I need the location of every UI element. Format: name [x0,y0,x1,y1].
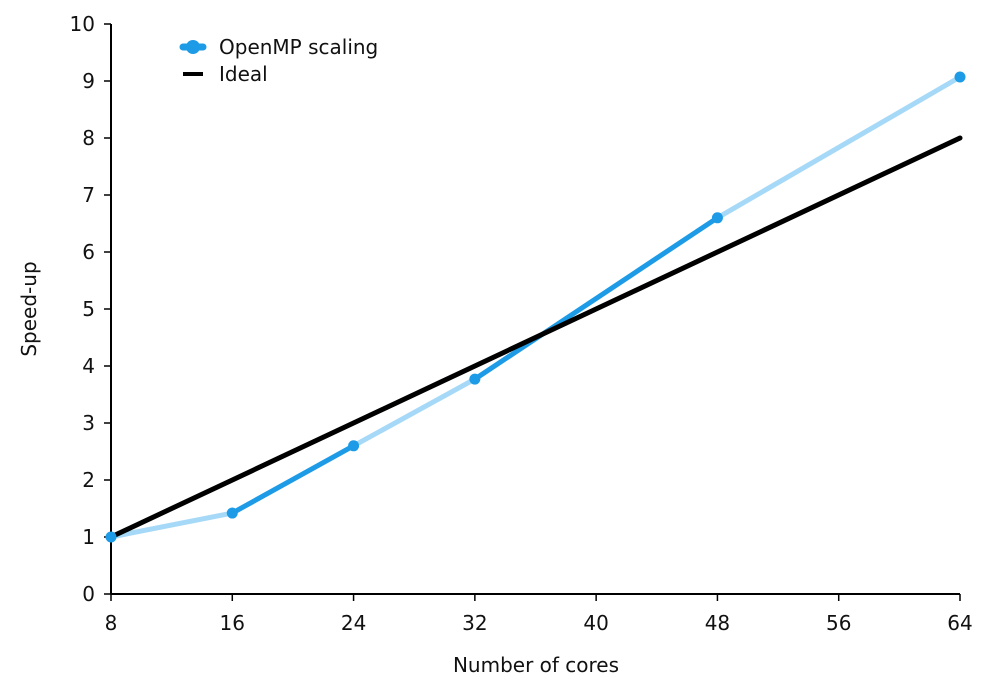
openmp-point [711,212,723,224]
x-tick-label: 48 [705,611,730,635]
y-tick-label: 0 [82,582,95,606]
legend-ideal-label: Ideal [219,62,268,86]
openmp-point [348,440,360,452]
y-tick-label: 8 [82,126,95,150]
openmp-point [226,507,238,519]
x-tick-label: 24 [341,611,366,635]
y-tick-label: 4 [82,354,95,378]
y-tick-label: 10 [70,12,95,36]
x-tick-label: 32 [462,611,487,635]
y-tick-label: 1 [82,525,95,549]
x-tick-label: 64 [947,611,972,635]
ideal-line [108,135,963,540]
legend-openmp-label: OpenMP scaling [219,35,378,59]
x-axis-title: Number of cores [453,653,619,677]
x-tick-label: 56 [826,611,851,635]
legend: OpenMP scaling Ideal [179,35,378,86]
y-tick-label: 7 [82,183,95,207]
y-tick-label: 9 [82,69,95,93]
openmp-segment [108,510,235,540]
y-tick-label: 5 [82,297,95,321]
openmp-point [105,531,117,543]
y-tick-label: 2 [82,468,95,492]
y-tick-label: 6 [82,240,95,264]
y-tick-label: 3 [82,411,95,435]
x-tick-label: 8 [105,611,118,635]
openmp-point [469,373,481,385]
openmp-segment [351,376,478,449]
openmp-segment [229,443,357,516]
openmp-segment [714,74,963,221]
openmp-segment [472,215,720,382]
x-tick-label: 40 [583,611,608,635]
series-layer [105,71,966,543]
x-tick-label: 16 [220,611,245,635]
y-axis-title: Speed-up [17,261,41,356]
legend-openmp-marker [186,40,200,54]
openmp-point [954,71,966,83]
